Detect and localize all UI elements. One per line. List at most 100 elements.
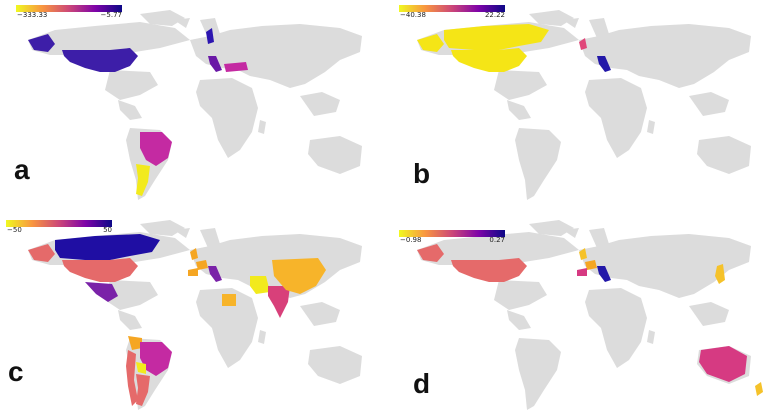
world-map	[417, 10, 751, 200]
landmass-0	[28, 22, 190, 68]
country-italy	[208, 266, 222, 282]
landmass-5	[190, 24, 362, 88]
landmass-7	[585, 288, 647, 368]
country-alaska	[28, 34, 55, 52]
country-brazil	[140, 132, 172, 166]
landmass-2	[105, 70, 158, 100]
colorbar-min-label: −0.98	[400, 236, 422, 244]
country-france	[196, 260, 208, 270]
country-mexico	[85, 282, 118, 302]
colorbar-gradient	[399, 5, 505, 12]
country-canada	[55, 234, 160, 260]
panel-label: b	[413, 158, 431, 189]
country-china	[272, 258, 326, 294]
landmass-10	[563, 18, 579, 28]
landmass-8	[300, 302, 340, 326]
country-brazil	[140, 342, 172, 376]
colorbar-gradient	[16, 5, 122, 12]
colorbar-legend: −50 50	[6, 220, 112, 234]
colorbar-gradient	[6, 220, 112, 227]
colorbar-min-label: −50	[7, 226, 22, 234]
country-chile-peru	[126, 350, 138, 406]
landmass-11	[258, 120, 266, 134]
country-italy	[597, 56, 611, 72]
landmass-7	[196, 288, 258, 368]
landmass-10	[174, 18, 190, 28]
landmass-6	[200, 18, 220, 38]
landmass-2	[494, 280, 547, 310]
landmass-3	[118, 310, 142, 330]
country-japan	[715, 264, 725, 284]
map-panel-c: −50 50 c	[0, 210, 388, 419]
panel-label: c	[8, 356, 24, 387]
country-usa	[62, 258, 138, 282]
landmass-11	[258, 330, 266, 344]
country-bolivia	[136, 362, 146, 374]
landmass-9	[308, 346, 362, 384]
colorbar-max-label: 22.22	[484, 11, 505, 19]
landmass-3	[507, 100, 531, 120]
landmass-1	[529, 220, 574, 236]
colorbar-max-label: 50	[103, 226, 112, 234]
landmass-6	[589, 18, 609, 38]
colorbar-max-label: 0.27	[489, 236, 505, 244]
country-alaska	[28, 244, 55, 262]
country-usa	[451, 48, 527, 72]
landmass-1	[529, 10, 574, 26]
country-uk	[579, 38, 587, 50]
landmass-6	[589, 228, 609, 248]
landmass-9	[697, 136, 751, 174]
country-spain	[577, 268, 587, 276]
landmass-3	[507, 310, 531, 330]
landmass-3	[118, 100, 142, 120]
landmass-11	[647, 120, 655, 134]
landmass-8	[689, 92, 729, 116]
country-india	[268, 286, 290, 318]
colorbar-gradient	[399, 230, 505, 237]
landmass-8	[689, 302, 729, 326]
landmass-4	[515, 128, 561, 200]
landmass-9	[308, 136, 362, 174]
map-panel-a: −333.33 −5.77 a	[0, 0, 388, 209]
country-australia	[699, 346, 747, 382]
country-usa	[62, 48, 138, 72]
landmass-8	[300, 92, 340, 116]
country-egypt	[222, 294, 236, 306]
world-map	[28, 10, 362, 200]
country-uk	[579, 248, 587, 260]
landmass-10	[174, 228, 190, 238]
country-sweden	[206, 28, 214, 44]
colorbar-legend: −40.38 22.22	[399, 5, 505, 19]
landmass-10	[563, 228, 579, 238]
country-italy	[597, 266, 611, 282]
map-panel-d: −0.98 0.27 d	[389, 210, 777, 419]
colorbar-min-label: −333.33	[17, 11, 48, 19]
country-canada	[444, 24, 549, 50]
landmass-2	[494, 70, 547, 100]
landmass-5	[579, 24, 751, 88]
country-alaska	[417, 34, 444, 52]
landmass-1	[140, 10, 185, 26]
landmass-0	[417, 232, 579, 278]
country-turkey	[224, 62, 248, 72]
landmass-11	[647, 330, 655, 344]
country-argentina	[136, 374, 150, 406]
map-panel-b: −40.38 22.22 b	[389, 0, 777, 209]
colorbar-legend: −333.33 −5.77	[16, 5, 122, 19]
country-iran	[250, 276, 270, 294]
country-uk	[190, 248, 198, 260]
world-map	[417, 220, 763, 410]
landmass-2	[105, 280, 158, 310]
country-france	[585, 260, 597, 270]
country-italy	[208, 56, 222, 72]
landmass-4	[515, 338, 561, 410]
panel-label: d	[413, 368, 431, 399]
country-nz	[755, 382, 763, 396]
country-spain	[188, 268, 198, 276]
colorbar-max-label: −5.77	[100, 11, 122, 19]
country-colombia	[128, 336, 142, 350]
country-usa	[451, 258, 527, 282]
landmass-7	[196, 78, 258, 158]
landmass-1	[140, 220, 185, 236]
colorbar-legend: −0.98 0.27	[399, 230, 505, 244]
